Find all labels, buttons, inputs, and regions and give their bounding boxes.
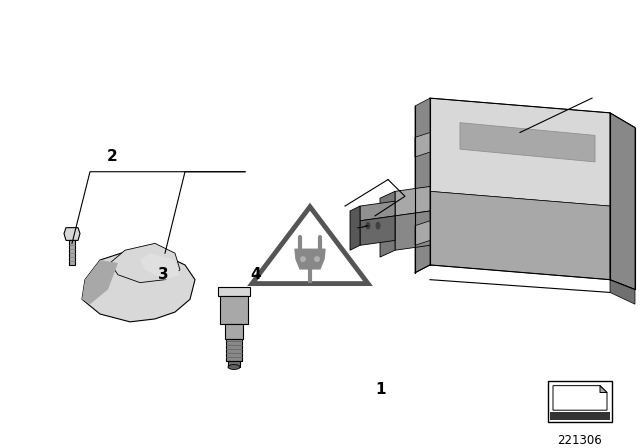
Polygon shape	[430, 191, 610, 280]
Polygon shape	[553, 386, 607, 410]
Ellipse shape	[228, 365, 240, 370]
Polygon shape	[610, 113, 635, 289]
Polygon shape	[140, 253, 180, 280]
Polygon shape	[226, 339, 242, 361]
Circle shape	[300, 256, 306, 262]
Polygon shape	[415, 98, 430, 273]
Text: 221306: 221306	[557, 434, 602, 447]
Polygon shape	[395, 186, 430, 216]
Ellipse shape	[376, 222, 381, 230]
Polygon shape	[415, 221, 430, 246]
Polygon shape	[415, 133, 430, 157]
Polygon shape	[360, 201, 395, 221]
Polygon shape	[460, 123, 595, 162]
Polygon shape	[69, 241, 75, 265]
Polygon shape	[82, 250, 195, 322]
Polygon shape	[600, 386, 607, 392]
Ellipse shape	[365, 222, 371, 230]
Polygon shape	[360, 216, 395, 246]
Polygon shape	[110, 243, 180, 283]
Polygon shape	[350, 206, 360, 250]
Polygon shape	[225, 324, 243, 339]
Polygon shape	[228, 361, 240, 367]
Text: 1: 1	[376, 382, 386, 396]
Bar	[548, 381, 612, 422]
Polygon shape	[430, 98, 610, 206]
Polygon shape	[220, 296, 248, 324]
Polygon shape	[395, 211, 430, 250]
Polygon shape	[295, 249, 325, 269]
Polygon shape	[610, 280, 635, 304]
Polygon shape	[218, 287, 250, 296]
Polygon shape	[82, 260, 118, 304]
Text: 2: 2	[107, 149, 117, 164]
Circle shape	[314, 256, 320, 262]
Bar	[550, 412, 610, 420]
Polygon shape	[380, 191, 395, 257]
Text: 3: 3	[158, 267, 168, 282]
Polygon shape	[64, 228, 80, 241]
Text: 4: 4	[251, 267, 261, 282]
